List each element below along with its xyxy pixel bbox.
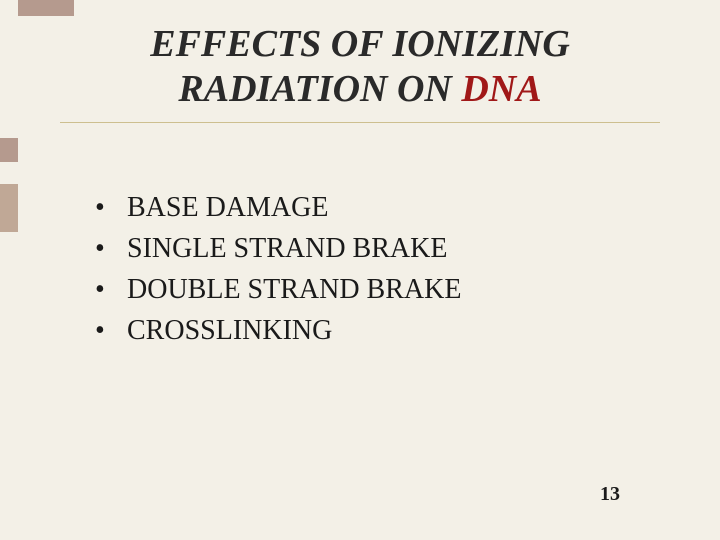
list-item-text: DOUBLE STRAND BRAKE <box>127 272 461 307</box>
list-item: • CROSSLINKING <box>95 313 660 348</box>
title-line-2-prefix: RADIATION ON <box>178 68 461 110</box>
title-divider <box>60 122 660 123</box>
page-number: 13 <box>600 483 620 506</box>
list-item: • SINGLE STRAND BRAKE <box>95 231 660 266</box>
bullet-icon: • <box>95 190 127 225</box>
list-item-text: CROSSLINKING <box>127 313 332 348</box>
list-item: • DOUBLE STRAND BRAKE <box>95 272 660 307</box>
left-accent-bar-2 <box>0 184 18 232</box>
list-item-text: SINGLE STRAND BRAKE <box>127 231 447 266</box>
bullet-icon: • <box>95 272 127 307</box>
list-item-text: BASE DAMAGE <box>127 190 328 225</box>
left-accent-bar-1 <box>0 138 18 162</box>
bullet-list: • BASE DAMAGE • SINGLE STRAND BRAKE • DO… <box>95 190 660 354</box>
bullet-icon: • <box>95 231 127 266</box>
top-accent-bar <box>18 0 74 16</box>
bullet-icon: • <box>95 313 127 348</box>
list-item: • BASE DAMAGE <box>95 190 660 225</box>
title-line-1: EFFECTS OF IONIZING <box>150 23 570 65</box>
title-line-2-accent: DNA <box>461 68 541 110</box>
slide-title: EFFECTS OF IONIZING RADIATION ON DNA <box>60 22 660 112</box>
